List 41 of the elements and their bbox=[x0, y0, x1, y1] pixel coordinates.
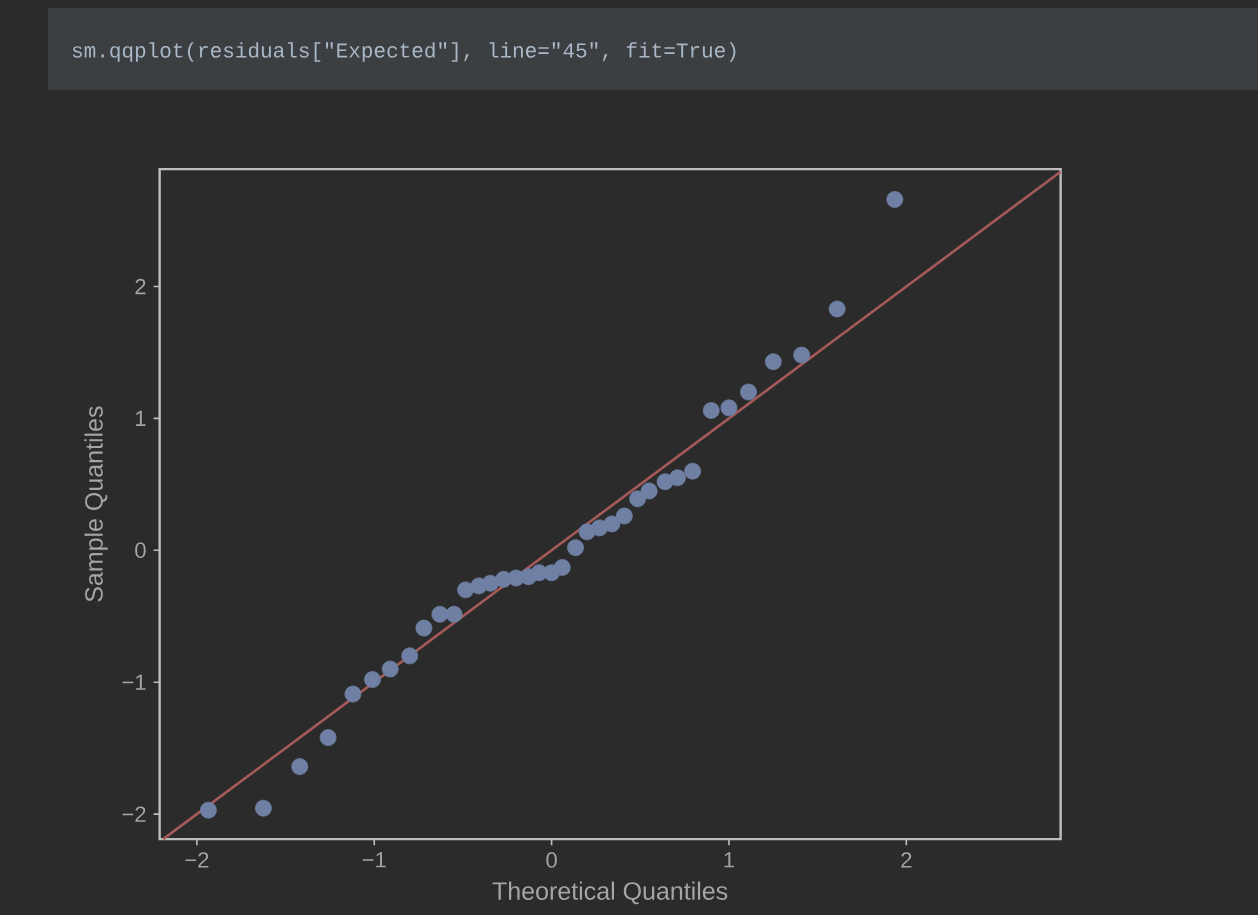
point bbox=[445, 605, 463, 623]
point bbox=[254, 799, 272, 817]
y-tick-label: −2 bbox=[122, 806, 146, 822]
point bbox=[553, 559, 571, 576]
point bbox=[431, 605, 449, 623]
point bbox=[615, 507, 633, 525]
point bbox=[720, 399, 738, 417]
point bbox=[886, 191, 904, 208]
x-tick-label: 0 bbox=[546, 852, 557, 868]
point bbox=[828, 300, 846, 318]
point bbox=[603, 515, 621, 533]
point bbox=[364, 671, 381, 688]
y-tick-label: −1 bbox=[122, 674, 146, 690]
x-tick-label: 1 bbox=[724, 852, 735, 868]
y-axis-title: Sample Quantiles bbox=[84, 406, 108, 602]
point bbox=[740, 383, 757, 401]
point bbox=[640, 482, 658, 500]
x-tick-label: 2 bbox=[901, 852, 912, 868]
point bbox=[319, 729, 337, 746]
x-tick-label: −2 bbox=[185, 852, 209, 868]
point bbox=[567, 539, 584, 557]
point bbox=[381, 660, 399, 678]
point bbox=[291, 758, 309, 776]
point bbox=[200, 801, 217, 819]
point bbox=[482, 574, 499, 592]
point bbox=[401, 647, 419, 665]
x-tick-label: −1 bbox=[362, 852, 386, 868]
point bbox=[793, 346, 811, 364]
point bbox=[684, 462, 702, 480]
y-tick-label: 1 bbox=[135, 410, 146, 426]
y-tick-label: 0 bbox=[135, 542, 146, 559]
point bbox=[764, 353, 782, 371]
point bbox=[702, 402, 720, 419]
point bbox=[415, 619, 433, 637]
point bbox=[591, 519, 608, 537]
point bbox=[669, 469, 686, 487]
point bbox=[344, 685, 362, 703]
point bbox=[629, 490, 647, 508]
text: sm.qqplot(residuals["Expected"], line="45", fit=True) bbox=[72, 42, 736, 62]
y-tick-label: 2 bbox=[135, 278, 146, 295]
x-axis-title: Theoretical Quantiles bbox=[492, 881, 728, 905]
